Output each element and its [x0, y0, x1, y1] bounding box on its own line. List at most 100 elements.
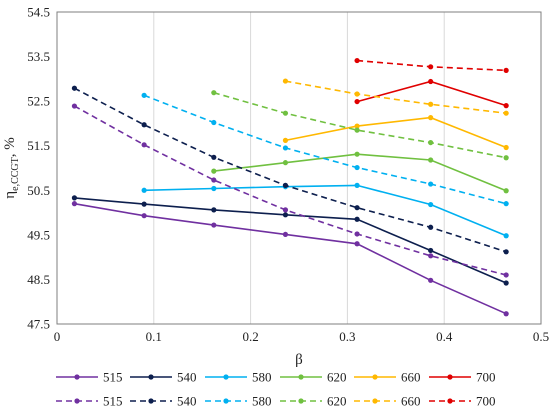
y-tick-label: 50.5: [27, 183, 50, 198]
data-point: [354, 57, 360, 64]
series-line: [144, 184, 507, 237]
series-layer: [71, 57, 509, 317]
data-point: [503, 67, 509, 73]
data-point: [503, 249, 509, 255]
data-point: [503, 233, 509, 239]
data-point: [503, 144, 509, 151]
y-tick-label: 49.5: [27, 227, 50, 242]
y-axis-title-main: η: [2, 191, 18, 199]
data-point: [211, 119, 217, 126]
y-axis-title-sub: e,CCGT: [10, 157, 21, 191]
legend-swatch-marker: [447, 374, 453, 380]
legend-label: 580: [252, 394, 272, 409]
data-point: [354, 98, 360, 105]
series-620-dashed: [211, 90, 509, 161]
legend-item-580-solid: 580: [205, 370, 272, 385]
legend-item-660-dashed: 660: [354, 394, 421, 409]
data-point: [211, 90, 217, 96]
data-point: [428, 64, 434, 70]
data-point: [428, 157, 434, 163]
legend-label: 540: [177, 394, 197, 409]
series-515-dashed: [71, 103, 509, 278]
y-axis-title-suffix: , %: [2, 137, 18, 157]
x-tick-label: 0.3: [339, 329, 355, 344]
data-point: [211, 207, 217, 213]
data-point: [428, 78, 434, 85]
data-point: [211, 177, 217, 183]
data-point: [354, 127, 360, 133]
data-point: [503, 311, 509, 317]
data-point: [428, 101, 434, 107]
data-point: [282, 207, 289, 213]
series-540-dashed: [71, 85, 509, 255]
data-point: [354, 216, 360, 222]
legend-item-515-solid: 515: [56, 370, 123, 385]
series-660-dashed: [282, 78, 509, 116]
x-tick-label: 0.2: [242, 329, 258, 344]
data-point: [282, 110, 289, 116]
data-point: [503, 110, 509, 116]
y-tick-label: 51.5: [27, 138, 50, 153]
data-point: [211, 222, 217, 228]
legend-item-540-solid: 540: [130, 370, 197, 385]
data-point: [211, 154, 217, 160]
legend-item-620-solid: 620: [280, 370, 347, 385]
data-point: [282, 145, 289, 151]
series-580-solid: [141, 182, 509, 239]
y-tick-label: 54.5: [27, 5, 50, 20]
data-point: [428, 224, 434, 230]
legend-item-515-dashed: 515: [56, 394, 123, 409]
data-point: [428, 115, 434, 121]
data-point: [282, 212, 289, 218]
data-point: [282, 137, 289, 143]
data-point: [428, 277, 434, 283]
data-point: [282, 160, 289, 166]
data-point: [354, 231, 360, 237]
legend-label: 620: [327, 394, 347, 409]
data-point: [354, 182, 360, 188]
data-point: [428, 247, 434, 254]
legend-item-700-dashed: 700: [429, 394, 496, 409]
legend-label: 620: [327, 370, 347, 385]
data-point: [141, 122, 147, 128]
data-point: [141, 201, 147, 207]
data-point: [354, 123, 360, 129]
series-line: [285, 116, 507, 149]
series-620-solid: [211, 151, 509, 194]
data-point: [354, 241, 360, 247]
legend-swatch-marker: [298, 374, 304, 380]
data-point: [503, 188, 509, 194]
legend-swatch-marker: [298, 398, 304, 404]
legend-item-580-dashed: 580: [205, 394, 272, 409]
legend-swatch-marker: [148, 374, 154, 380]
data-point: [141, 187, 147, 193]
legend-swatch-marker: [372, 374, 378, 380]
data-point: [503, 201, 509, 207]
series-515-solid: [71, 201, 509, 317]
data-point: [141, 142, 147, 148]
data-point: [428, 181, 434, 187]
legend-item-620-dashed: 620: [280, 394, 347, 409]
legend-label: 700: [476, 394, 496, 409]
series-line: [285, 80, 507, 114]
legend-label: 660: [401, 394, 421, 409]
data-point: [282, 78, 289, 84]
series-540-solid: [71, 195, 509, 286]
data-point: [503, 103, 509, 109]
x-axis-title: β: [295, 352, 303, 368]
data-point: [354, 205, 360, 211]
legend-swatch-marker: [223, 398, 229, 404]
legend: 515 540 580 620 660 700 515 540 580 620 660 700: [56, 370, 496, 409]
series-660-solid: [282, 115, 509, 151]
data-point: [354, 91, 360, 97]
data-point: [428, 201, 434, 208]
legend-label: 660: [401, 370, 421, 385]
y-tick-label: 53.5: [27, 49, 50, 64]
y-axis-title: ηe,CCGT, %: [2, 137, 21, 198]
data-point: [141, 92, 147, 98]
legend-label: 515: [103, 394, 123, 409]
x-tick-label: 0: [54, 329, 61, 344]
x-tick-label: 0.4: [436, 329, 453, 344]
